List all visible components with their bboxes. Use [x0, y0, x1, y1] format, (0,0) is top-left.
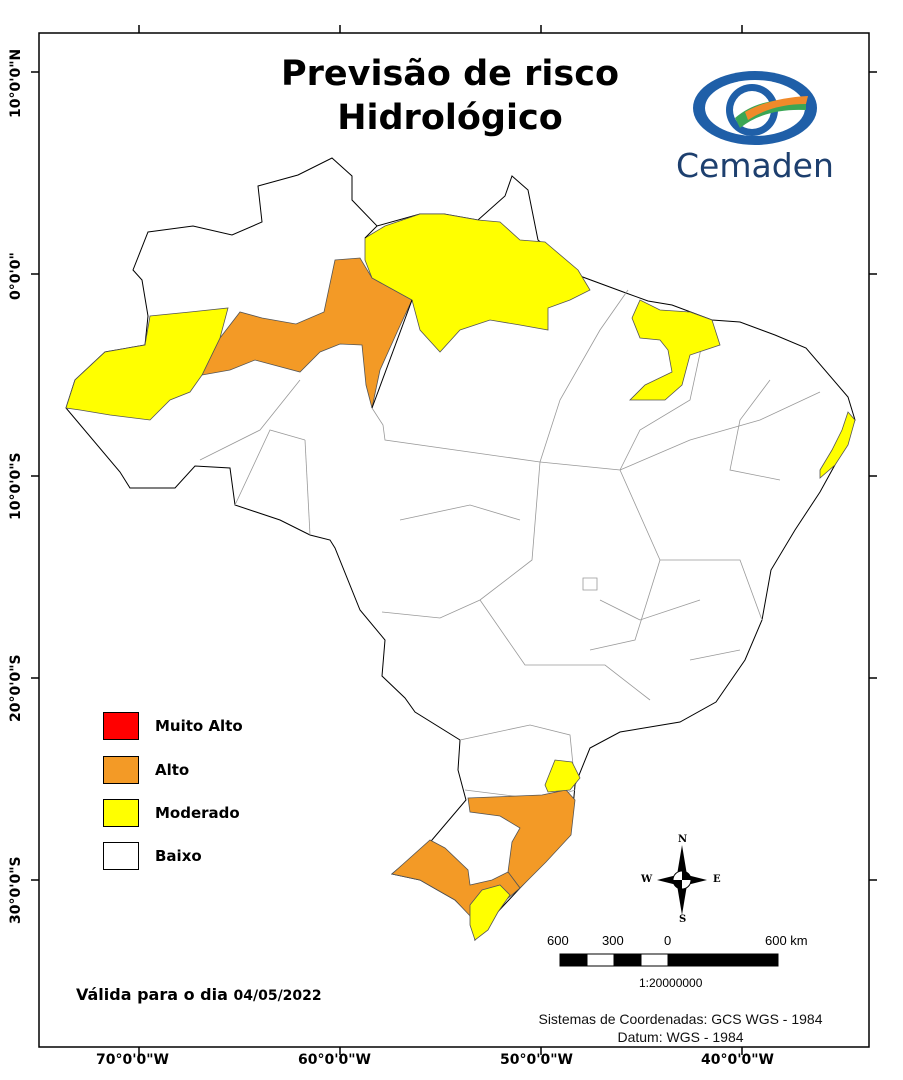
lon-ticks [138, 25, 743, 1055]
compass-s: S [679, 914, 687, 925]
legend-item-alto: Alto [103, 755, 189, 785]
scale-tick-600-km: 600 km [765, 933, 808, 948]
north-arrow-icon [657, 845, 707, 915]
legend-label-alto: Alto [155, 761, 190, 779]
scale-bar [559, 953, 779, 967]
state-borders [199, 289, 821, 801]
lat-label-10n: 10°0'0"N [8, 48, 24, 118]
legend-swatch-baixo [103, 842, 139, 870]
legend-label-baixo: Baixo [155, 847, 202, 865]
legend-label-moderado: Moderado [155, 804, 240, 822]
legend-swatch-alto [103, 756, 139, 784]
validity-text: Válida para o dia 04/05/2022 [76, 985, 322, 1004]
lon-label-50w: 50°0'0"W [500, 1052, 573, 1068]
scale-tick-0: 0 [664, 933, 672, 948]
title-line-2: Hidrológico [337, 98, 563, 138]
legend-swatch-muito-alto [103, 712, 139, 740]
risk-moderado-regions [65, 213, 856, 941]
lat-label-10s: 10°0'0"S [8, 452, 24, 520]
scale-ratio: 1:20000000 [639, 976, 703, 990]
legend-label-muito-alto: Muito Alto [155, 717, 243, 735]
title-line-1: Previsão de risco [280, 54, 619, 94]
lat-label-30s: 30°0'0"S [8, 856, 24, 924]
lon-label-40w: 40°0'0"W [701, 1052, 774, 1068]
legend-item-baixo: Baixo [103, 841, 202, 871]
legend-item-muito-alto: Muito Alto [103, 711, 243, 741]
map-title: Previsão de risco Hidrológico [240, 52, 660, 140]
region-borders [364, 225, 413, 409]
lat-label-0: 0°0'0" [8, 252, 24, 300]
coords-line-1: Sistemas de Coordenadas: GCS WGS - 1984 [538, 1011, 823, 1027]
scale-tick-300: 300 [602, 933, 624, 948]
map-frame [38, 32, 870, 1048]
validity-prefix: Válida para o dia [76, 985, 228, 1004]
coords-line-2: Datum: WGS - 1984 [617, 1029, 744, 1045]
scale-tick-600-left: 600 [547, 933, 569, 948]
validity-date: 04/05/2022 [233, 988, 322, 1004]
legend-swatch-moderado [103, 799, 139, 827]
lon-label-70w: 70°0'0"W [96, 1052, 169, 1068]
cemaden-eye-icon [693, 71, 817, 145]
lon-label-60w: 60°0'0"W [298, 1052, 371, 1068]
legend-item-moderado: Moderado [103, 798, 240, 828]
compass-n: N [678, 834, 688, 845]
compass-w: W [641, 874, 653, 885]
lat-ticks [31, 71, 877, 881]
lat-label-20s: 20°0'0"S [8, 654, 24, 722]
compass-e: E [713, 874, 721, 885]
coordinate-system-note: Sistemas de Coordenadas: GCS WGS - 1984 … [498, 1010, 863, 1046]
cemaden-logo-text: Cemaden [676, 146, 834, 185]
